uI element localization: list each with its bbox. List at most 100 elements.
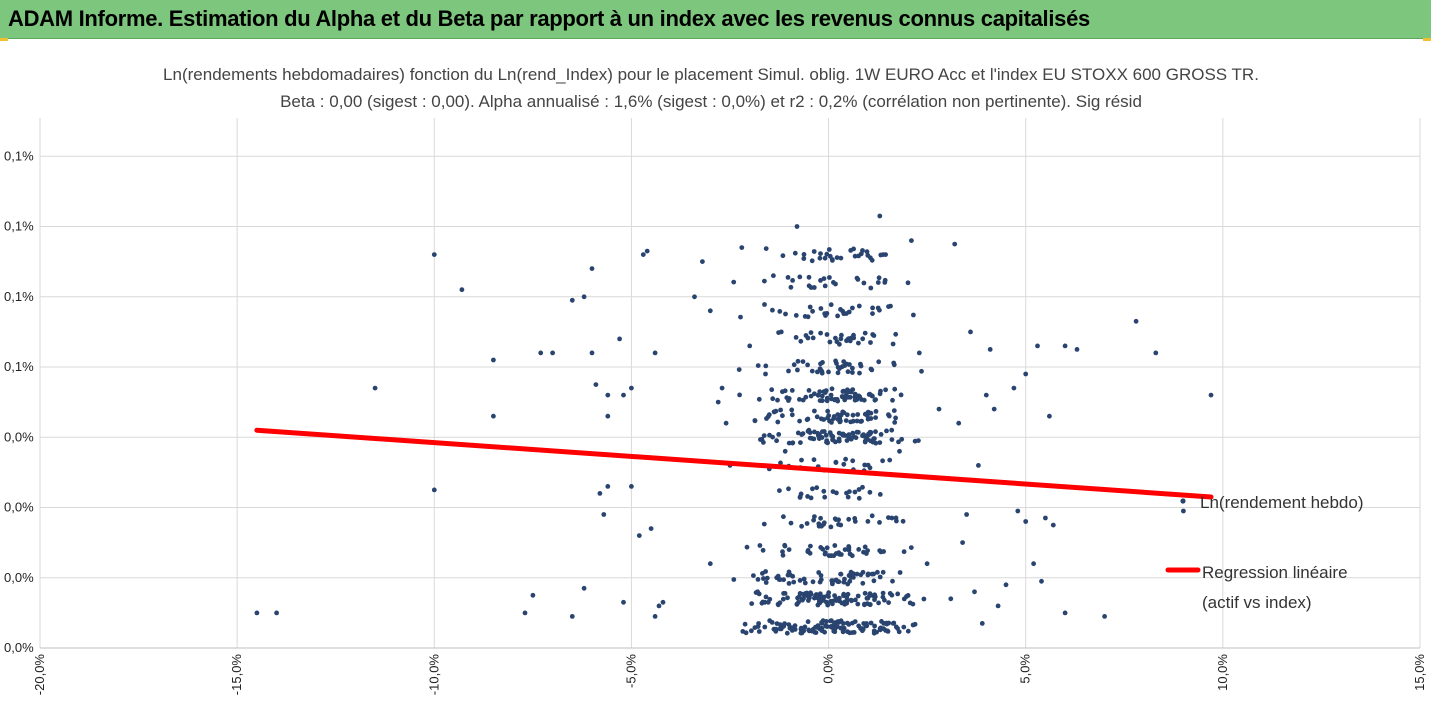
data-point [707, 561, 713, 567]
legend: Ln(rendement hebdo) Regression linéaire … [1165, 493, 1364, 612]
data-point [819, 620, 824, 625]
data-point [867, 489, 873, 495]
data-point [786, 569, 792, 575]
data-point [834, 490, 839, 496]
data-point [791, 579, 797, 585]
data-point [865, 253, 871, 258]
data-point [810, 579, 816, 585]
data-point [865, 519, 871, 524]
data-point [873, 429, 878, 435]
data-point [870, 311, 875, 316]
data-point [856, 623, 862, 629]
data-point [431, 252, 437, 257]
data-point [875, 305, 881, 311]
data-point [804, 417, 810, 423]
data-point [846, 434, 851, 440]
data-point [995, 603, 1001, 609]
data-point [840, 431, 846, 437]
data-point [842, 601, 848, 607]
data-point [805, 335, 811, 341]
data-point [788, 284, 794, 290]
data-point [763, 371, 768, 377]
data-point [857, 370, 862, 376]
data-point [806, 598, 811, 603]
data-point [792, 250, 798, 256]
data-point [841, 359, 847, 364]
data-point [821, 488, 827, 494]
data-point [794, 601, 800, 607]
data-point [793, 313, 799, 318]
data-point [806, 388, 812, 393]
data-point [550, 350, 555, 356]
data-point [597, 491, 603, 496]
data-point [1074, 347, 1080, 352]
data-point [867, 591, 873, 596]
banner: ADAM Informe. Estimation du Alpha et du … [0, 0, 1431, 39]
y-axis-ticks: 0,0% 0,0% 0,0% 0,0% 0,1% 0,1% 0,1% 0,1% [4, 148, 34, 655]
data-point [778, 407, 783, 413]
data-point [826, 590, 832, 596]
data-point [826, 369, 831, 375]
data-point [827, 275, 832, 280]
data-point [846, 309, 852, 315]
data-point [882, 277, 888, 283]
data-point [818, 594, 824, 599]
data-point [900, 518, 906, 524]
data-point [830, 258, 835, 263]
data-point [836, 517, 841, 523]
data-point [886, 600, 891, 605]
data-point [889, 437, 895, 442]
data-point [846, 547, 852, 553]
regression-line-group [254, 427, 1214, 500]
data-point [644, 248, 650, 254]
data-point [757, 543, 763, 548]
data-point [814, 414, 820, 420]
data-point [784, 395, 790, 401]
data-point [621, 599, 626, 605]
data-point [828, 618, 834, 623]
data-point [845, 581, 851, 587]
data-point [786, 368, 791, 374]
data-point [764, 575, 770, 581]
data-point [801, 596, 806, 601]
data-point [850, 630, 855, 635]
x-tick-label: 0,0% [821, 654, 836, 684]
data-point [797, 418, 802, 424]
data-point [781, 514, 786, 520]
data-point [865, 601, 870, 606]
data-point [569, 297, 575, 303]
data-point [861, 549, 866, 555]
data-point [751, 573, 756, 578]
data-point [801, 252, 807, 257]
data-point [850, 412, 856, 418]
data-point [801, 576, 807, 582]
data-point [968, 329, 973, 335]
data-point [736, 367, 742, 372]
data-point [640, 252, 646, 257]
data-point [818, 545, 824, 550]
data-point [824, 311, 830, 316]
data-point [836, 438, 842, 444]
x-tick-label: -10,0% [426, 654, 441, 696]
y-tick-label: 0,0% [4, 429, 34, 444]
data-point [818, 515, 823, 521]
data-point [838, 255, 844, 261]
data-point [783, 311, 788, 317]
data-point [824, 398, 830, 404]
x-tick-label: 5,0% [1018, 654, 1033, 684]
data-point [911, 312, 916, 318]
data-point [841, 593, 846, 599]
data-point [738, 314, 743, 320]
data-point [877, 626, 883, 631]
data-point [844, 438, 850, 443]
data-point [821, 417, 827, 422]
data-point [871, 333, 877, 338]
data-point [839, 394, 845, 399]
data-point [893, 331, 899, 337]
data-point [868, 366, 874, 372]
data-point [1015, 508, 1021, 514]
data-point [775, 397, 780, 403]
data-point [817, 398, 823, 403]
data-point [850, 430, 856, 436]
